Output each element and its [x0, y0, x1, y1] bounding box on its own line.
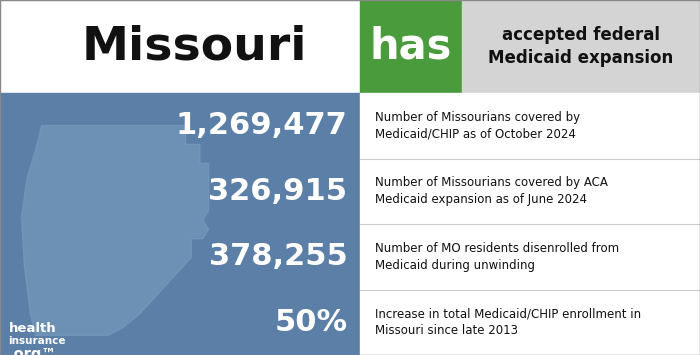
- Bar: [0, 0, 360, 93]
- Bar: [0, 93, 360, 355]
- Text: health: health: [8, 322, 56, 335]
- Text: Number of MO residents disenrolled from
Medicaid during unwinding: Number of MO residents disenrolled from …: [375, 242, 620, 272]
- Text: 326,915: 326,915: [209, 177, 347, 206]
- Text: .org™: .org™: [8, 348, 57, 355]
- Polygon shape: [22, 125, 209, 335]
- Text: insurance: insurance: [8, 336, 66, 346]
- Bar: [360, 0, 462, 93]
- Text: Number of Missourians covered by
Medicaid/CHIP as of October 2024: Number of Missourians covered by Medicai…: [375, 111, 580, 141]
- Text: Number of Missourians covered by ACA
Medicaid expansion as of June 2024: Number of Missourians covered by ACA Med…: [375, 176, 608, 206]
- Text: 1,269,477: 1,269,477: [176, 111, 347, 140]
- Text: 378,255: 378,255: [209, 242, 347, 271]
- Text: 50%: 50%: [274, 308, 347, 337]
- Text: has: has: [370, 26, 452, 67]
- Bar: [462, 0, 700, 93]
- Text: Increase in total Medicaid/CHIP enrollment in
Missouri since late 2013: Increase in total Medicaid/CHIP enrollme…: [375, 307, 641, 337]
- Text: accepted federal
Medicaid expansion: accepted federal Medicaid expansion: [489, 26, 673, 67]
- Text: Missouri: Missouri: [82, 24, 307, 69]
- Bar: [360, 93, 700, 355]
